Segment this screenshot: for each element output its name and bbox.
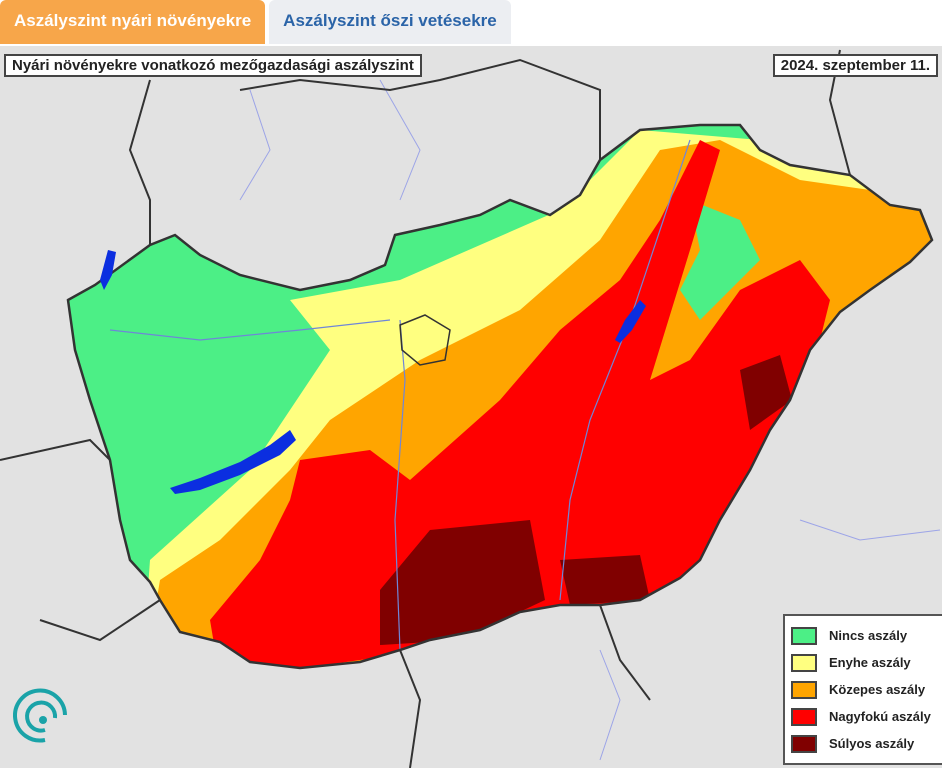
logo-icon [13, 688, 67, 743]
map-title: Nyári növényekre vonatkozó mezőgazdasági… [4, 54, 422, 77]
zone-severe-drought [210, 140, 830, 668]
legend-item-moderate: Közepes aszály [791, 676, 941, 703]
tab-bar: Aszályszint nyári növényekre Aszályszint… [0, 0, 942, 44]
legend-item-none: Nincs aszály [791, 622, 941, 649]
legend-swatch [791, 707, 817, 726]
legend-item-mild: Enyhe aszály [791, 649, 941, 676]
map-date: 2024. szeptember 11. [772, 54, 938, 77]
legend-swatch [791, 734, 817, 753]
legend-label: Nincs aszály [829, 628, 908, 643]
legend-label: Közepes aszály [829, 682, 926, 697]
legend-swatch [791, 653, 817, 672]
legend-swatch [791, 626, 817, 645]
zone-extreme-drought-southeast [560, 555, 650, 605]
legend-item-extreme: Súlyos aszály [791, 730, 941, 757]
lake-balaton [170, 430, 296, 494]
map-canvas [0, 46, 942, 768]
lake-ferto [100, 250, 116, 290]
legend-swatch [791, 680, 817, 699]
rivers [109, 139, 691, 651]
zone-extreme-drought-south [380, 520, 545, 645]
rivers-outside [239, 79, 941, 761]
budapest-outline [399, 314, 451, 366]
legend-label: Súlyos aszály [829, 736, 915, 751]
drought-map: Nyári növényekre vonatkozó mezőgazdasági… [0, 46, 942, 768]
tab-autumn-sowing[interactable]: Aszályszint őszi vetésekre [269, 0, 511, 44]
zone-no-drought-east [680, 200, 760, 320]
lake-tisza [615, 300, 646, 343]
legend-label: Nagyfokú aszály [829, 709, 931, 724]
legend-label: Enyhe aszály [829, 655, 911, 670]
zone-extreme-drought-east [740, 355, 792, 430]
legend-item-severe: Nagyfokú aszály [791, 703, 941, 730]
tab-summer-crops[interactable]: Aszályszint nyári növényekre [0, 0, 266, 44]
country-borders [0, 49, 851, 768]
legend: Nincs aszály Enyhe aszály Közepes aszály… [783, 614, 942, 765]
